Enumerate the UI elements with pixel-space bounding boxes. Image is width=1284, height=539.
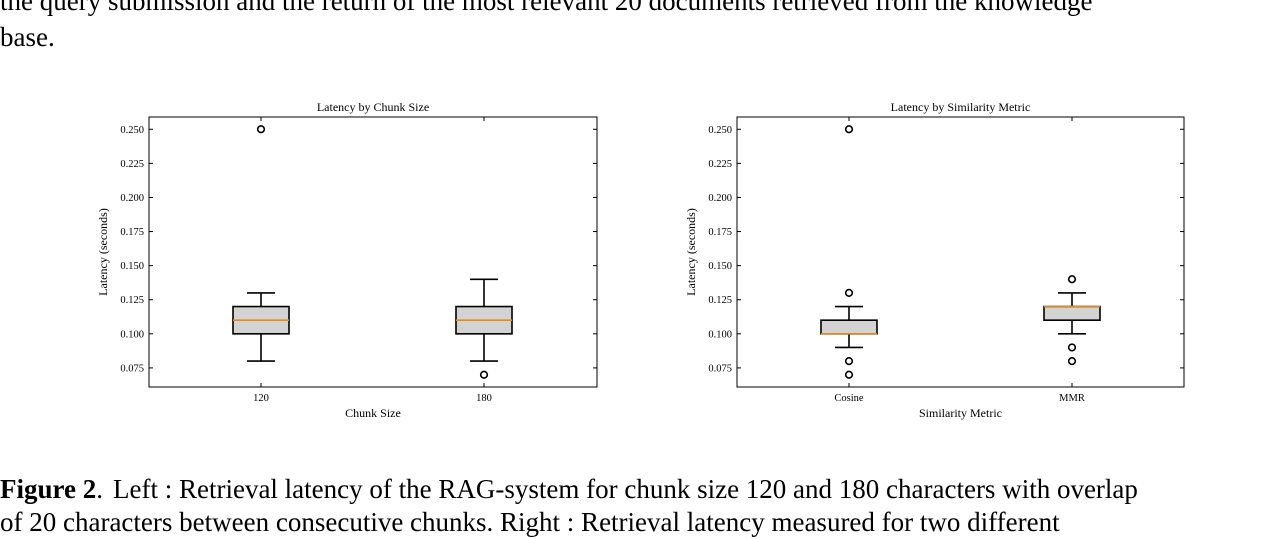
chart-1-y-tick-label: 0.150 (120, 261, 144, 272)
chart-1-y-tick-label: 0.075 (120, 363, 144, 374)
body-text-line: the query submission and the return of t… (0, 0, 1093, 16)
chart-2-x-tick-label: Cosine (834, 393, 864, 404)
chart-1-plot-frame (148, 116, 598, 388)
chart-2-y-tick-label: 0.175 (708, 227, 732, 238)
chart-2-x-tick-label: MMR (1059, 393, 1085, 404)
chart-2-y-tick-label: 0.075 (708, 363, 732, 374)
chart-1-y-tick-label: 0.200 (120, 193, 144, 204)
chart-1-y-tick-label: 0.175 (120, 227, 144, 238)
chart-1-y-axis-label: Latency (seconds) (96, 208, 110, 296)
chart-2-y-axis-label: Latency (seconds) (684, 208, 698, 296)
chart-2-box (1043, 305, 1101, 321)
chart-2-outlier-point (1067, 275, 1077, 284)
chart-1-x-tick-label: 120 (253, 393, 269, 404)
chart-1-x-axis-label: Chunk Size (345, 406, 401, 420)
chart-1-y-tick-label: 0.100 (120, 329, 144, 340)
chart-2-y-tick-label: 0.150 (708, 261, 732, 272)
chart-2-y-tick-label: 0.100 (708, 329, 732, 340)
chart-1-outlier-point (256, 125, 266, 134)
figure-charts: Latency by Chunk Size 0.075 0.100 0.125 0.15… (96, 100, 1185, 420)
chart-1-title: Latency by Chunk Size (317, 100, 429, 114)
chart-2-outlier-point (1067, 343, 1077, 352)
figure-caption: Figure 2. Left : Retrieval latency of the… (0, 472, 1284, 506)
chart-2-y-tick-label: 0.200 (708, 193, 732, 204)
chart-1-y-tick-label: 0.125 (120, 295, 144, 306)
chart-2-title: Latency by Similarity Metric (891, 100, 1031, 114)
chart-2-x-axis-label: Similarity Metric (919, 406, 1002, 420)
chart-1-y-tick-label: 0.225 (120, 159, 144, 170)
chart-2-box (820, 319, 878, 335)
body-text-line: base. (0, 22, 55, 52)
chart-2-outlier-point (844, 125, 854, 134)
chart-2-outlier-point (844, 288, 854, 298)
chart-2-plot-frame (736, 116, 1185, 388)
chart-2-y-tick-label: 0.250 (708, 125, 732, 136)
chart-2-outlier-point (1067, 356, 1077, 366)
chart-1-x-tick-label: 180 (476, 393, 492, 404)
caption-period: . (96, 474, 103, 504)
chart-2-y-tick-label: 0.125 (708, 295, 732, 306)
chart-2-outlier-point (844, 370, 854, 379)
caption-text: Left : Retrieval latency of the RAG-syst… (113, 474, 1138, 504)
chart-1-outlier-point (479, 370, 489, 379)
chart-2-outlier-point (844, 356, 854, 366)
caption-label: Figure 2 (0, 474, 97, 504)
chart-2-y-tick-label: 0.225 (708, 159, 732, 170)
figure-caption-line: of 20 characters between consecutive chu… (0, 507, 1060, 537)
chart-1-y-tick-label: 0.250 (120, 125, 144, 136)
